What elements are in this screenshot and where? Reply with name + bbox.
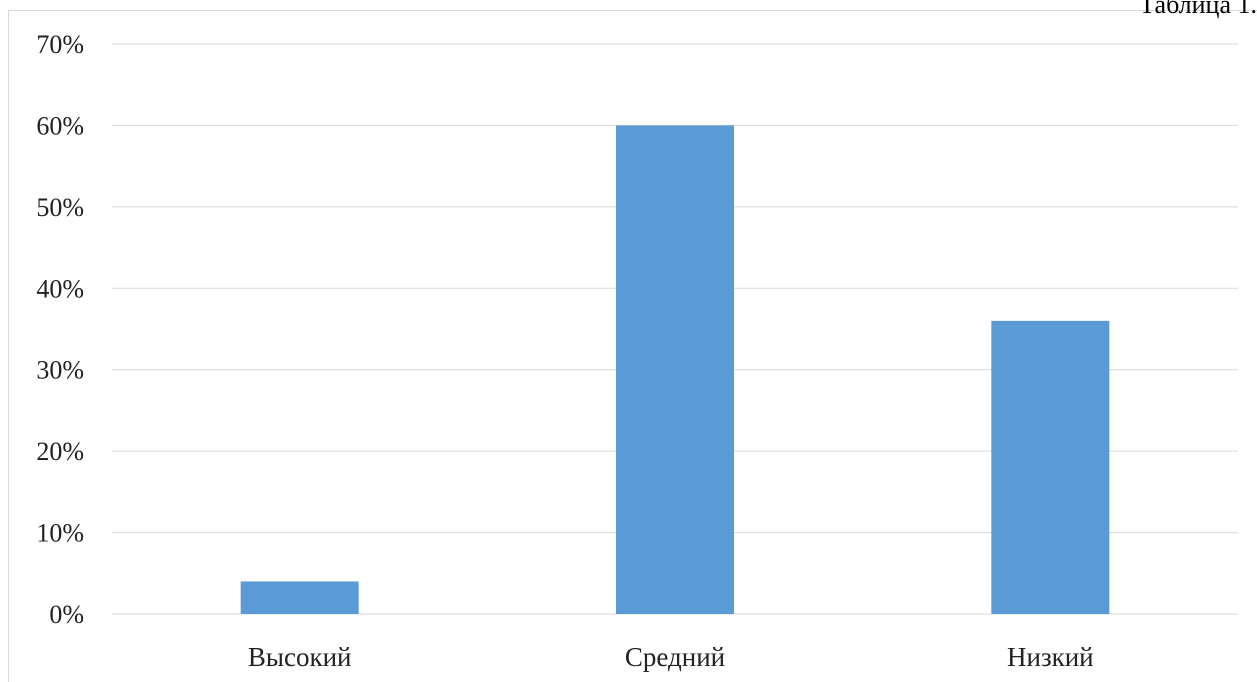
x-tick-label: Высокий — [248, 642, 352, 672]
bars — [240, 125, 1110, 614]
y-tick-label: 50% — [36, 193, 84, 222]
y-tick-label: 40% — [36, 274, 84, 303]
x-tick-label: Низкий — [1007, 642, 1094, 672]
y-tick-label: 70% — [36, 30, 84, 59]
y-tick-label: 0% — [49, 600, 84, 629]
table-caption: Таблица 1. — [1139, 0, 1257, 19]
y-axis-ticks: 0% 10% 20% 30% 40% 50% 60% 70% — [36, 30, 84, 629]
x-axis-ticks: Высокий Средний Низкий — [248, 642, 1094, 672]
bar-1 — [240, 581, 359, 614]
y-tick-label: 30% — [36, 356, 84, 385]
bar-3 — [991, 320, 1110, 614]
y-tick-label: 10% — [36, 519, 84, 548]
chart-frame — [8, 10, 1257, 682]
y-tick-label: 60% — [36, 111, 84, 140]
bar-2 — [616, 125, 734, 614]
y-tick-label: 20% — [36, 437, 84, 466]
x-tick-label: Средний — [625, 642, 725, 672]
